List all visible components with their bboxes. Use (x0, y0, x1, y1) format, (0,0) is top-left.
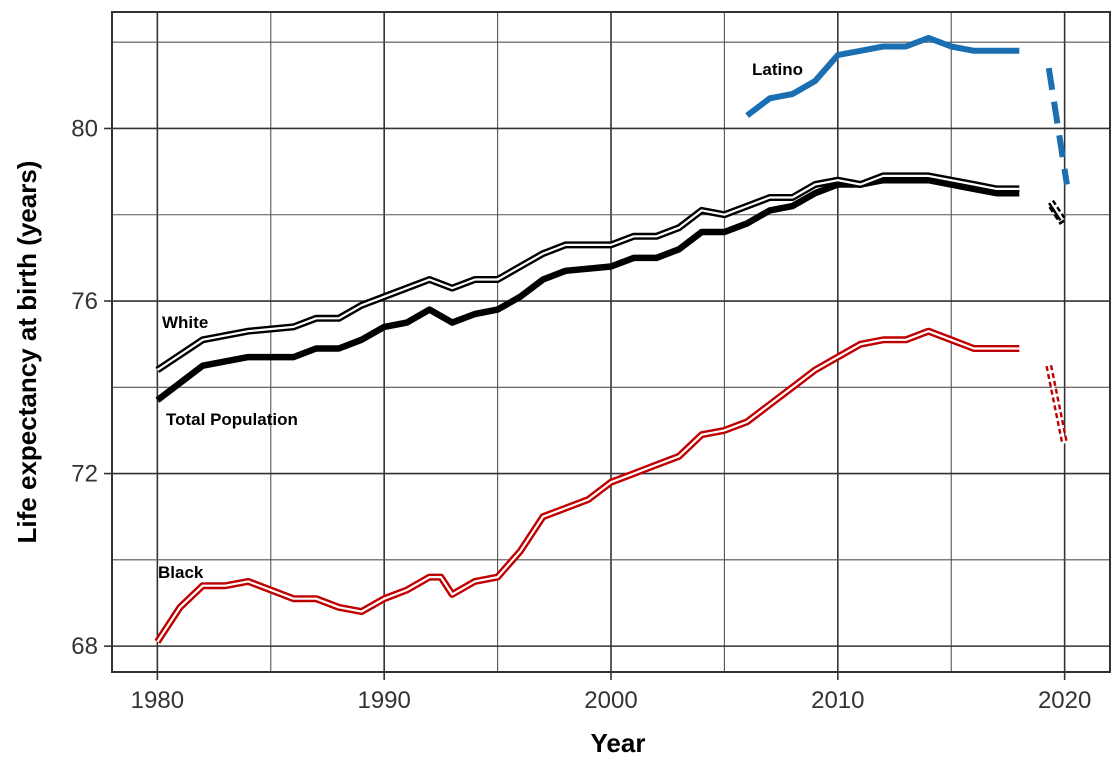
series-line-black-inner (157, 331, 1019, 642)
series-projection-black-inner (1049, 366, 1065, 444)
x-tick-label: 1980 (131, 687, 184, 714)
y-axis-title: Life expectancy at birth (years) (12, 161, 42, 544)
series-label-latino: Latino (752, 60, 803, 79)
x-tick-label: 1990 (357, 687, 410, 714)
series-labels: White Total Population Black Latino (158, 60, 803, 582)
x-tick-label: 2000 (584, 687, 637, 714)
x-axis-title: Year (591, 728, 646, 758)
y-tick-label: 80 (71, 115, 98, 142)
y-tick-label: 68 (71, 633, 98, 660)
series-label-white: White (162, 313, 208, 332)
series-label-total-population: Total Population (166, 410, 298, 429)
x-tick-label: 2010 (811, 687, 864, 714)
y-tick-label: 76 (71, 288, 98, 315)
series-label-black: Black (158, 563, 204, 582)
series-line-total-population (157, 180, 1019, 400)
x-tick-label: 2020 (1038, 687, 1091, 714)
y-tick-label: 72 (71, 461, 98, 488)
